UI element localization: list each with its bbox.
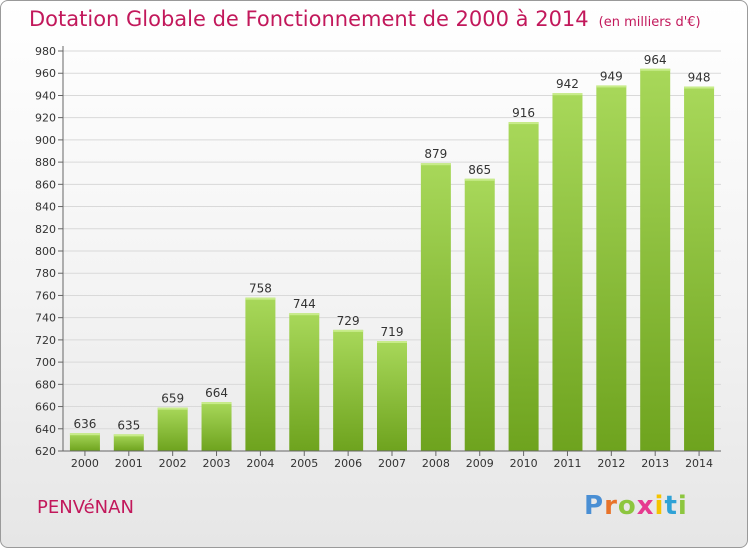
y-tick-label: 900 <box>35 134 56 147</box>
bar-2009 <box>464 178 495 451</box>
x-tick-label: 2012 <box>597 457 625 470</box>
bar-highlight <box>552 93 583 96</box>
bar-highlight <box>377 341 407 343</box>
bar-highlight <box>508 122 539 125</box>
bar-2000 <box>69 433 100 451</box>
x-tick-label: 2014 <box>685 457 713 470</box>
bar-highlight <box>69 433 100 436</box>
x-tick-label: 2001 <box>115 457 143 470</box>
bar-2004 <box>245 297 276 451</box>
bar-2006 <box>333 329 364 451</box>
x-tick-label: 2004 <box>246 457 274 470</box>
bar-2011 <box>552 93 583 451</box>
x-tick-label: 2006 <box>334 457 362 470</box>
unit-note: (en milliers d'€) <box>598 15 701 30</box>
bar-highlight <box>640 68 671 71</box>
y-tick-label: 800 <box>35 245 56 258</box>
bar-value-label: 865 <box>468 163 491 177</box>
x-tick-label: 2007 <box>378 457 406 470</box>
y-tick-label: 920 <box>35 112 56 125</box>
y-tick-label: 880 <box>35 156 56 169</box>
bar-highlight <box>289 313 320 316</box>
bar-value-label: 879 <box>424 147 447 161</box>
bar-highlight <box>113 434 144 437</box>
logo-letter: o <box>617 491 637 521</box>
y-tick-label: 980 <box>35 45 56 58</box>
chart-title-text: Dotation Globale de Fonctionnement de 20… <box>29 7 589 31</box>
bar-2014 <box>684 86 715 452</box>
bar-2003 <box>201 402 232 451</box>
bar-2007 <box>377 341 407 451</box>
axes: 620 640 660 680 700 720 740 760 780 800 820 840 860 8… <box>35 45 721 470</box>
x-tick-label: 2010 <box>510 457 538 470</box>
y-tick-label: 720 <box>35 334 56 347</box>
y-tick-label: 960 <box>35 67 56 80</box>
y-tick-label: 940 <box>35 89 56 102</box>
bar-highlight <box>420 163 451 166</box>
bar-value-label: 636 <box>73 417 96 431</box>
logo-letter: x <box>636 491 655 521</box>
y-tick-label: 760 <box>35 289 56 302</box>
bar-value-label: 916 <box>512 106 535 120</box>
bar-2005 <box>289 313 320 451</box>
commune-name: PENVéNAN <box>37 497 134 518</box>
bar-value-label: 664 <box>205 386 228 400</box>
bar-highlight <box>596 85 627 88</box>
x-tick-label: 2013 <box>641 457 669 470</box>
y-tick-label: 620 <box>35 445 56 458</box>
x-tick-label: 2002 <box>159 457 187 470</box>
y-tick-label: 860 <box>35 178 56 191</box>
bar-2008 <box>420 163 451 451</box>
y-tick-label: 680 <box>35 378 56 391</box>
y-tick-label: 660 <box>35 401 56 414</box>
x-tick-label: 2005 <box>290 457 318 470</box>
bar-value-label: 744 <box>293 297 316 311</box>
logo-letter: r <box>604 491 618 521</box>
bars: 636 635 659 664 758 744 729 719 879 865 916 942 949 9… <box>69 53 715 452</box>
bar-value-label: 719 <box>381 325 404 339</box>
logo-letter: P <box>584 491 605 521</box>
bar-highlight <box>201 402 232 405</box>
bar-value-label: 758 <box>249 282 272 296</box>
bar-highlight <box>684 86 715 89</box>
bar-2013 <box>640 68 671 452</box>
bar-highlight <box>157 407 188 410</box>
bar-2001 <box>113 434 144 451</box>
y-tick-label: 700 <box>35 356 56 369</box>
chart-title: Dotation Globale de Fonctionnement de 20… <box>29 7 701 31</box>
y-tick-label: 780 <box>35 267 56 280</box>
y-tick-label: 840 <box>35 201 56 214</box>
bar-value-label: 942 <box>556 77 579 91</box>
x-tick-label: 2008 <box>422 457 450 470</box>
bar-value-label: 949 <box>600 69 623 83</box>
x-tick-label: 2003 <box>203 457 231 470</box>
bar-value-label: 948 <box>688 71 711 85</box>
bar-2010 <box>508 122 539 451</box>
proxiti-logo[interactable]: Proxiti <box>584 491 688 521</box>
bar-highlight <box>245 297 276 300</box>
y-tick-label: 740 <box>35 312 56 325</box>
bar-highlight <box>464 178 495 181</box>
logo-letter: t <box>664 491 678 521</box>
bar-2012 <box>596 85 627 451</box>
bar-highlight <box>333 329 364 332</box>
y-tick-label: 820 <box>35 223 56 236</box>
bar-value-label: 964 <box>644 53 667 67</box>
logo-letter: i <box>654 491 665 521</box>
bar-value-label: 729 <box>337 314 360 328</box>
x-tick-label: 2009 <box>466 457 494 470</box>
bar-value-label: 659 <box>161 392 184 406</box>
x-tick-label: 2000 <box>71 457 99 470</box>
x-tick-label: 2011 <box>553 457 581 470</box>
logo-letter: i <box>677 491 688 521</box>
bar-2002 <box>157 407 188 451</box>
y-tick-label: 640 <box>35 423 56 436</box>
bar-value-label: 635 <box>117 418 140 432</box>
